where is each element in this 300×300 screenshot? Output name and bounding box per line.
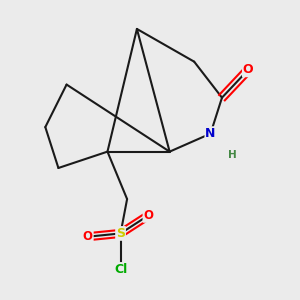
Text: Cl: Cl — [114, 263, 127, 276]
Text: S: S — [116, 227, 125, 240]
Text: N: N — [205, 127, 216, 140]
Text: H: H — [228, 150, 236, 160]
Text: O: O — [243, 63, 254, 76]
Text: O: O — [83, 230, 93, 243]
Text: O: O — [143, 209, 153, 222]
